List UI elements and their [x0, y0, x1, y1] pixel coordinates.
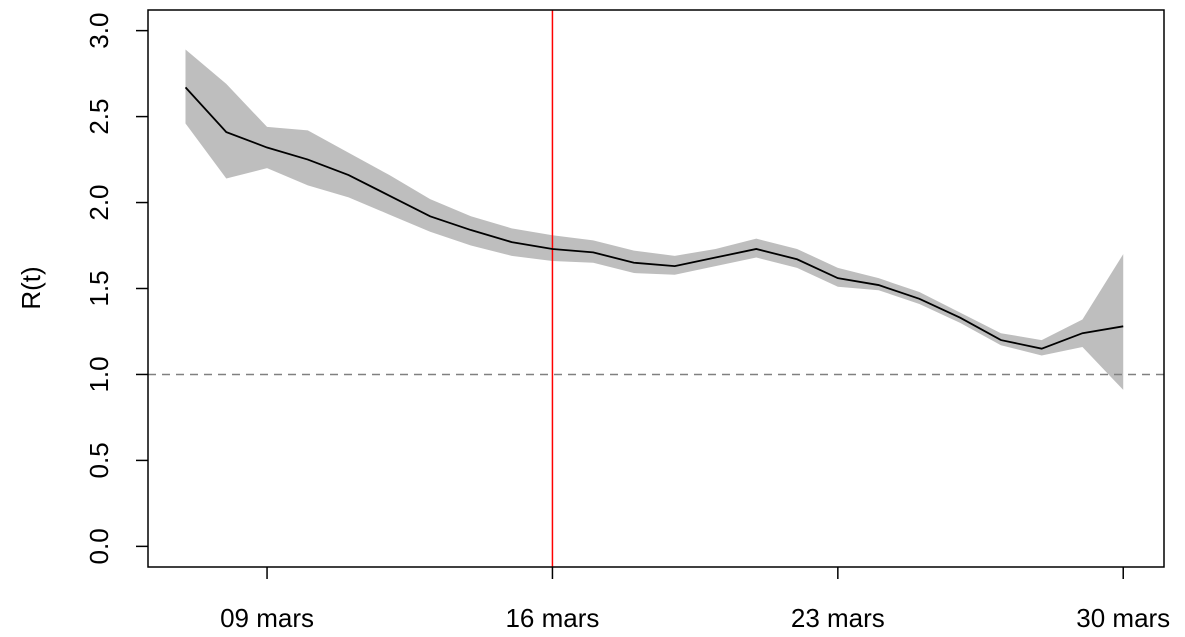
y-tick-label: 2.5: [84, 99, 114, 135]
plot-frame: [147, 9, 1165, 568]
series-line-layer: [184, 86, 1124, 350]
y-tick-label: 2.0: [84, 184, 114, 220]
y-tick-label: 3.0: [84, 13, 114, 49]
x-tick-label: 23 mars: [791, 603, 885, 633]
x-tick-label: 16 mars: [505, 603, 599, 633]
y-tick-label: 0.0: [84, 528, 114, 564]
confidence-band-layer: [185, 49, 1124, 390]
y-tick-label: 1.5: [84, 270, 114, 306]
y-axis-title: R(t): [16, 266, 46, 309]
y-tick-label: 0.5: [84, 442, 114, 478]
x-tick-label: 09 mars: [220, 603, 314, 633]
y-tick-label: 1.0: [84, 356, 114, 392]
x-axis: 09 mars 16 mars 23 mars 30 mars: [220, 567, 1170, 633]
x-tick-label: 30 mars: [1076, 603, 1170, 633]
confidence-band: [185, 49, 1124, 390]
y-axis: 0.0 0.5 1.0 1.5 2.0 2.5 3.0: [84, 13, 148, 564]
series-line: [184, 86, 1124, 350]
